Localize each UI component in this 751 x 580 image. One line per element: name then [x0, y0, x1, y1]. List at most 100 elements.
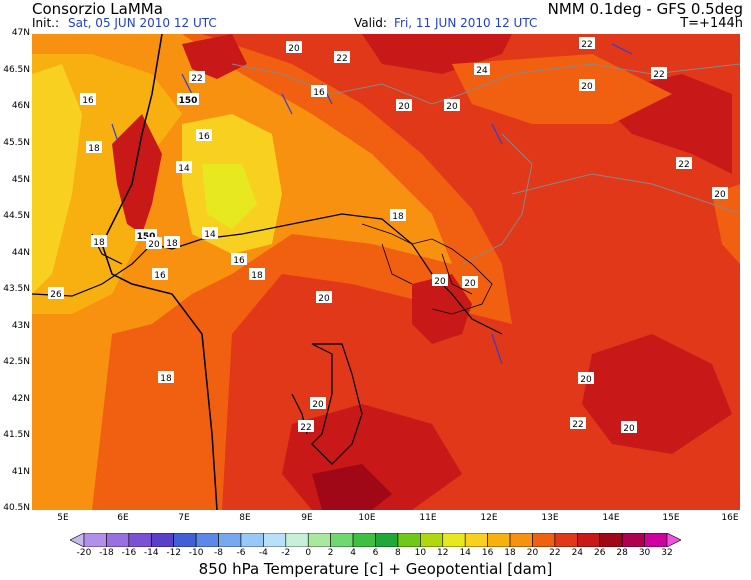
model-title: NMM 0.1deg - GFS 0.5deg: [547, 0, 743, 18]
colorbar-label: 8: [395, 548, 401, 558]
contour-label: 18: [160, 374, 172, 384]
colorbar-label: -2: [281, 548, 291, 558]
colorbar-label: 30: [638, 548, 651, 558]
contour-label: 18: [93, 238, 105, 248]
colorbar-cell: [128, 533, 152, 547]
colorbar-label: -14: [143, 548, 159, 558]
colorbar-cell: [397, 533, 421, 547]
colorbar-label: -16: [121, 548, 137, 558]
colorbar-label: 12: [437, 548, 449, 558]
colorbar-label: -10: [188, 548, 204, 558]
colorbar-cell: [330, 533, 354, 547]
colorbar-label: 22: [549, 548, 561, 558]
contour-label: 20: [623, 424, 635, 434]
contour-label: 14: [178, 164, 190, 174]
colorbar-cell: [509, 533, 533, 547]
lead-time: T=+144h: [680, 16, 743, 31]
contour-label: 16: [233, 256, 245, 266]
colorbar-label: 0: [305, 548, 312, 558]
contour-label: 20: [581, 82, 593, 92]
forecast-map: 20 22 22 22 22 150 16 16 20 20 16 18 16 …: [32, 34, 740, 510]
lon-tick: 7E: [178, 513, 190, 523]
colorbar-arrow-left: [70, 533, 85, 547]
contour-label: 22: [678, 160, 689, 170]
contour-label: 22: [653, 70, 664, 80]
lon-tick: 11E: [419, 513, 437, 523]
colorbar-cell: [532, 533, 556, 547]
contour-label-group: 20 22 22 22 22 150 16 16 20 20 16 18 16 …: [48, 37, 728, 434]
colorbar-label: -18: [99, 548, 114, 558]
colorbar-label: 18: [504, 548, 516, 558]
lon-tick: 6E: [117, 513, 129, 523]
colorbar-cell: [621, 533, 645, 547]
colorbar-cell: [240, 533, 264, 547]
colorbar-cell: [487, 533, 511, 547]
lat-tick: 44.5N: [3, 211, 30, 221]
lat-tick: 41.5N: [3, 430, 30, 440]
colorbar-label: 16: [481, 548, 494, 558]
lat-tick: 47N: [11, 28, 30, 38]
colorbar-label: 6: [372, 548, 379, 558]
contour-label: 22: [572, 420, 583, 430]
contour-label: 20: [714, 190, 726, 200]
lat-tick: 46.5N: [3, 65, 30, 75]
lat-tick: 43N: [11, 321, 30, 331]
colorbar-cell: [285, 533, 309, 547]
contour-label: 18: [392, 212, 404, 222]
contour-label: 22: [336, 54, 347, 64]
init-label: Init.:: [32, 16, 60, 30]
contour-label: 20: [434, 277, 446, 287]
colorbar: [70, 533, 681, 547]
colorbar-cell: [307, 533, 331, 547]
header: Consorzio LaMMa NMM 0.1deg - GFS 0.5deg …: [0, 0, 751, 34]
colorbar-cell: [352, 533, 376, 547]
lon-tick: 5E: [57, 513, 69, 523]
colorbar-cell: [83, 533, 107, 547]
colorbar-label: 28: [616, 548, 628, 558]
colorbar-label: 26: [593, 548, 606, 558]
contour-label: 20: [318, 294, 330, 304]
contour-label: 18: [251, 271, 263, 281]
colorbar-label: 4: [350, 548, 356, 558]
colorbar-label: -8: [214, 548, 224, 558]
colorbar-label: 24: [571, 548, 584, 558]
colorbar-label: 20: [526, 548, 539, 558]
colorbar-label: -4: [258, 548, 268, 558]
contour-label: 20: [464, 279, 476, 289]
contour-label: 16: [154, 271, 166, 281]
lon-tick: 16E: [721, 513, 739, 523]
contour-label: 22: [191, 74, 202, 84]
temperature-field: 20 22 22 22 22 150 16 16 20 20 16 18 16 …: [32, 34, 740, 510]
init-value: Sat, 05 JUN 2010 12 UTC: [68, 16, 217, 30]
contour-label: 20: [580, 375, 592, 385]
colorbar-cell: [106, 533, 130, 547]
lon-tick: 12E: [480, 513, 498, 523]
contour-label: 14: [204, 230, 216, 240]
lon-tick: 8E: [239, 513, 251, 523]
colorbar-cell: [599, 533, 623, 547]
lat-tick: 40.5N: [3, 503, 30, 513]
colorbar-arrow-right: [666, 533, 681, 547]
org-title: Consorzio LaMMa: [32, 0, 163, 18]
contour-label: 22: [300, 423, 311, 433]
colorbar-label: 14: [459, 548, 471, 558]
contour-label: 18: [88, 144, 100, 154]
contour-label: 18: [166, 239, 178, 249]
colorbar-cell: [577, 533, 601, 547]
colorbar-cell: [420, 533, 444, 547]
lat-tick: 44N: [11, 248, 30, 258]
contour-label: 20: [312, 400, 324, 410]
contour-label: 20: [398, 102, 410, 112]
contour-label: 16: [82, 96, 94, 106]
lon-tick: 14E: [602, 513, 620, 523]
lat-tick: 43.5N: [3, 284, 30, 294]
colorbar-cell: [150, 533, 174, 547]
contour-label: 16: [313, 88, 325, 98]
contour-label: 16: [198, 132, 210, 142]
contour-label: 20: [148, 240, 160, 250]
valid-label: Valid:: [354, 16, 387, 30]
colorbar-cell: [554, 533, 578, 547]
colorbar-cell: [195, 533, 219, 547]
contour-label: 20: [288, 44, 300, 54]
colorbar-cell: [173, 533, 197, 547]
